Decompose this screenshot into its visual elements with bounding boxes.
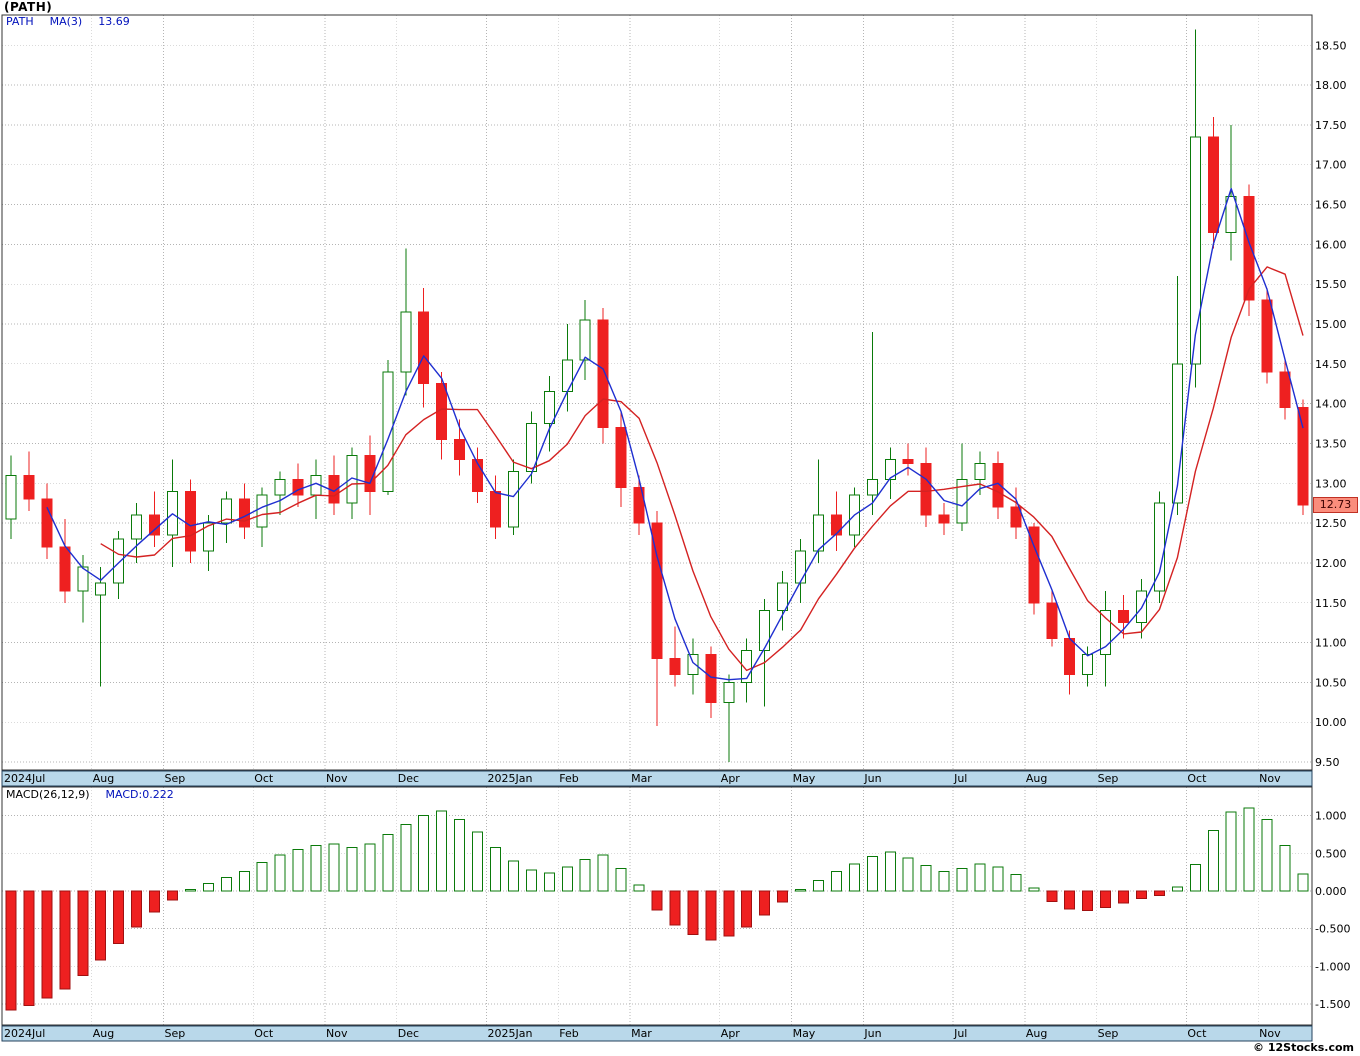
svg-text:0.500: 0.500 <box>1315 847 1347 860</box>
svg-text:12.50: 12.50 <box>1315 517 1347 530</box>
svg-text:0.000: 0.000 <box>1315 885 1347 898</box>
macd-current-value: MACD:0.222 <box>105 788 174 801</box>
svg-text:11.50: 11.50 <box>1315 597 1347 610</box>
svg-text:2024Jul: 2024Jul <box>4 1027 45 1040</box>
svg-text:Dec: Dec <box>398 772 419 785</box>
svg-text:Sep: Sep <box>1098 1027 1119 1040</box>
price-legend: PATH MA(3) 13.69 <box>6 15 146 28</box>
svg-text:Jul: Jul <box>953 772 967 785</box>
macd-params-label: MACD(26,12,9) <box>6 788 90 801</box>
svg-text:Jul: Jul <box>953 1027 967 1040</box>
svg-text:1.000: 1.000 <box>1315 810 1347 823</box>
svg-text:Aug: Aug <box>93 772 114 785</box>
svg-text:Dec: Dec <box>398 1027 419 1040</box>
svg-text:15.00: 15.00 <box>1315 318 1347 331</box>
svg-text:14.00: 14.00 <box>1315 398 1347 411</box>
svg-text:2024Jul: 2024Jul <box>4 772 45 785</box>
svg-text:Aug: Aug <box>93 1027 114 1040</box>
svg-text:Feb: Feb <box>559 1027 578 1040</box>
svg-text:Sep: Sep <box>165 1027 186 1040</box>
svg-text:14.50: 14.50 <box>1315 358 1347 371</box>
svg-text:Aug: Aug <box>1026 772 1047 785</box>
svg-text:11.00: 11.00 <box>1315 637 1347 650</box>
svg-text:-1.000: -1.000 <box>1315 960 1350 973</box>
svg-text:Apr: Apr <box>721 772 741 785</box>
svg-text:Nov: Nov <box>326 772 348 785</box>
legend-ma-value: 13.69 <box>98 15 130 28</box>
svg-text:Mar: Mar <box>631 772 652 785</box>
svg-text:Feb: Feb <box>559 772 578 785</box>
svg-text:12.00: 12.00 <box>1315 557 1347 570</box>
legend-symbol: PATH <box>6 15 34 28</box>
svg-text:Oct: Oct <box>254 772 274 785</box>
svg-text:18.50: 18.50 <box>1315 39 1347 52</box>
svg-text:Nov: Nov <box>1259 1027 1281 1040</box>
svg-text:10.00: 10.00 <box>1315 716 1347 729</box>
svg-text:Nov: Nov <box>1259 772 1281 785</box>
svg-text:May: May <box>793 1027 816 1040</box>
copyright-watermark: © 12Stocks.com <box>1253 1041 1354 1054</box>
svg-text:Aug: Aug <box>1026 1027 1047 1040</box>
svg-text:Nov: Nov <box>326 1027 348 1040</box>
svg-text:16.50: 16.50 <box>1315 199 1347 212</box>
svg-text:17.00: 17.00 <box>1315 159 1347 172</box>
svg-text:16.00: 16.00 <box>1315 238 1347 251</box>
svg-text:17.50: 17.50 <box>1315 119 1347 132</box>
svg-text:-0.500: -0.500 <box>1315 923 1350 936</box>
svg-text:15.50: 15.50 <box>1315 278 1347 291</box>
svg-text:2025Jan: 2025Jan <box>488 772 533 785</box>
svg-text:18.00: 18.00 <box>1315 79 1347 92</box>
last-price-tag: 12.73 <box>1313 496 1358 513</box>
svg-text:13.00: 13.00 <box>1315 477 1347 490</box>
svg-text:Apr: Apr <box>721 1027 741 1040</box>
legend-ma-label: MA(3) <box>49 15 83 28</box>
svg-text:13.50: 13.50 <box>1315 437 1347 450</box>
macd-legend: MACD(26,12,9) MACD:0.222 <box>6 788 174 801</box>
svg-text:10.50: 10.50 <box>1315 676 1347 689</box>
svg-text:May: May <box>793 772 816 785</box>
svg-text:Sep: Sep <box>1098 772 1119 785</box>
svg-text:Jun: Jun <box>863 772 881 785</box>
svg-text:-1.500: -1.500 <box>1315 998 1350 1011</box>
svg-text:Oct: Oct <box>254 1027 274 1040</box>
svg-text:Mar: Mar <box>631 1027 652 1040</box>
svg-text:Oct: Oct <box>1187 1027 1207 1040</box>
chart-title: (PATH) <box>4 0 53 14</box>
svg-text:Oct: Oct <box>1187 772 1207 785</box>
svg-text:2025Jan: 2025Jan <box>488 1027 533 1040</box>
svg-text:Jun: Jun <box>863 1027 881 1040</box>
svg-text:9.50: 9.50 <box>1315 756 1340 769</box>
svg-text:Sep: Sep <box>165 772 186 785</box>
